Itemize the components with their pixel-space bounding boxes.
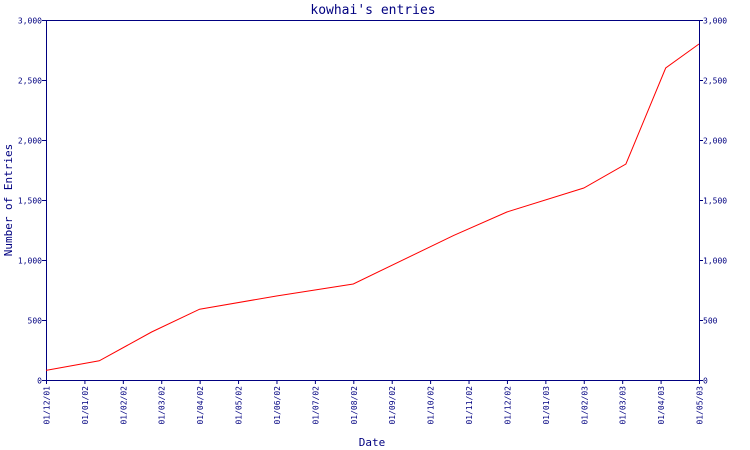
- y-tick-label-right: 2,000: [703, 137, 727, 146]
- y-tick-label-left: 500: [28, 317, 43, 326]
- y-axis-label: Number of Entries: [2, 144, 15, 257]
- y-tick-label-right: 0: [703, 377, 708, 386]
- x-tick-label: 01/01/02: [81, 386, 90, 425]
- x-tick-label: 01/03/03: [619, 386, 628, 425]
- y-tick-label-right: 500: [703, 317, 718, 326]
- x-tick-label: 01/08/02: [350, 386, 359, 425]
- x-tick-label: 01/02/02: [119, 386, 128, 425]
- y-tick-label-left: 2,000: [18, 137, 42, 146]
- x-tick-label: 01/10/02: [427, 386, 436, 425]
- y-tick-label-left: 1,000: [18, 257, 42, 266]
- y-tick-label-left: 0: [37, 377, 42, 386]
- x-tick-label: 01/07/02: [311, 386, 320, 425]
- y-tick-label-left: 2,500: [18, 77, 42, 86]
- x-tick-label: 01/01/03: [542, 386, 551, 425]
- y-tick-label-right: 2,500: [703, 77, 727, 86]
- x-tick-label: 01/12/02: [503, 386, 512, 425]
- y-tick-label-left: 1,500: [18, 197, 42, 206]
- y-tick-label-left: 3,000: [18, 17, 42, 26]
- x-tick-label: 01/04/03: [657, 386, 666, 425]
- ticks-group: 0 0 500 500 1,000 1,000 1,500 1,500 2,000 2,000 2,…: [18, 17, 727, 425]
- x-tick-label: 01/12/01: [43, 386, 52, 425]
- x-axis-label: Date: [359, 436, 386, 449]
- x-tick-label: 01/11/02: [465, 386, 474, 425]
- plot-frame: [46, 20, 700, 381]
- x-tick-label: 01/09/02: [388, 386, 397, 425]
- x-tick-label: 01/04/02: [196, 386, 205, 425]
- y-tick-label-right: 1,500: [703, 197, 727, 206]
- chart-title: kowhai's entries: [310, 3, 435, 18]
- x-tick-label: 01/05/03: [696, 386, 705, 425]
- x-tick-label: 01/06/02: [273, 386, 282, 425]
- series-line: [45, 43, 700, 371]
- x-tick-label: 01/05/02: [235, 386, 244, 425]
- y-tick-label-right: 1,000: [703, 257, 727, 266]
- x-tick-label: 01/02/03: [580, 386, 589, 425]
- x-tick-label: 01/03/02: [158, 386, 167, 425]
- y-tick-label-right: 3,000: [703, 17, 727, 26]
